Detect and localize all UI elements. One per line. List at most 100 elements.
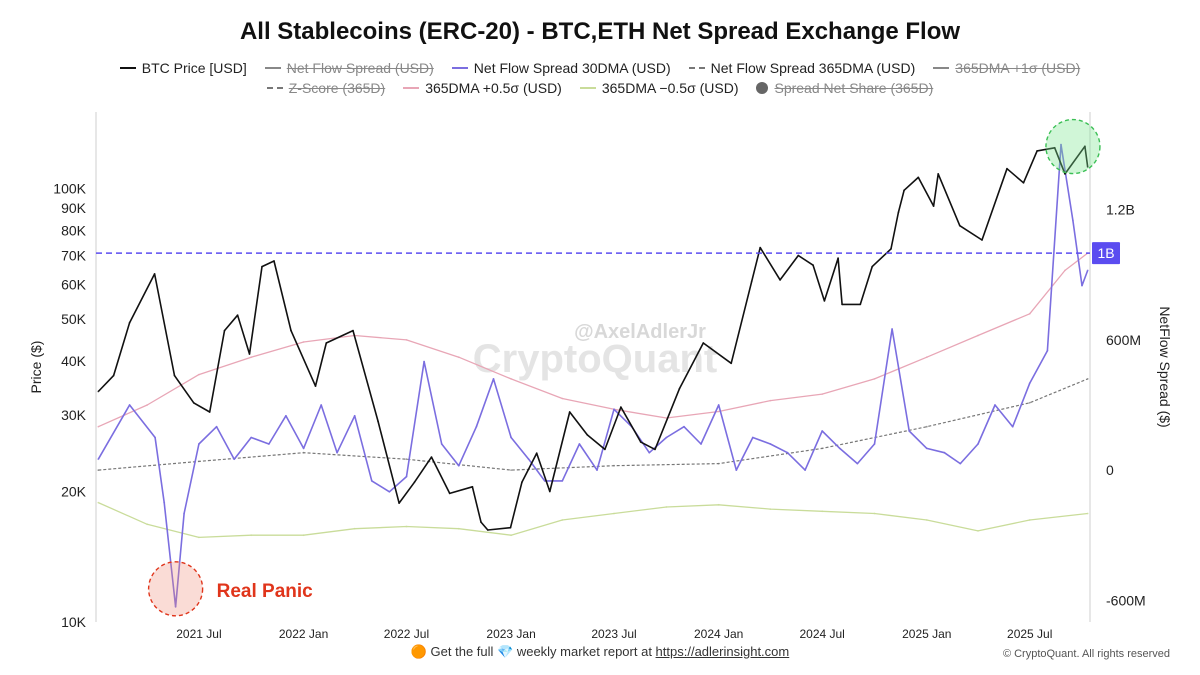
point-365dma-0-5-usd-12 [717, 503, 720, 506]
point-btc-price-usd-20 [448, 492, 451, 495]
legend-swatch-365dma-0-5-usd [403, 87, 420, 89]
watermark-brand: CryptoQuant [473, 337, 717, 381]
legend-label-net-flow-spread-usd: Net Flow Spread (USD) [286, 60, 434, 76]
point-btc-price-usd-34 [678, 387, 681, 390]
point-btc-price-usd-55 [1006, 167, 1008, 170]
legend-row-2: Z-Score (365D) 365DMA +0.5σ (USD) 365DMA −… [0, 80, 1200, 96]
point-btc-price-usd-36 [730, 362, 733, 365]
point-net-flow-spread-365dma-usd-6 [717, 462, 720, 465]
point-btc-price-usd-58 [1053, 146, 1056, 149]
point-365dma-0-5-usd-8 [510, 534, 512, 537]
point-net-flow-spread-30dma-usd-46 [891, 328, 893, 330]
y-left-tick-30k: 30K [61, 407, 87, 423]
point-365dma-0-5-usd-18 [1028, 519, 1031, 521]
y-right-tick-600m: -600M [1106, 592, 1146, 608]
y-left-tick-90k: 90K [61, 200, 87, 216]
y-left-tick-70k: 70K [61, 248, 87, 264]
legend-swatch-365dma-0-5-usd [579, 87, 596, 89]
legend-item-net-flow-spread-30dma-usd[interactable]: Net Flow Spread 30DMA (USD) [451, 60, 671, 76]
point-btc-price-usd-8 [236, 314, 239, 317]
legend-row-1: BTC Price [USD] Net Flow Spread (USD) Net … [0, 60, 1200, 76]
legend-label-365dma-0-5-usd: 365DMA +0.5σ (USD) [425, 80, 562, 96]
legend-item-spread-net-share-365d[interactable]: Spread Net Share (365D) [756, 80, 933, 96]
point-net-flow-spread-30dma-usd-1 [128, 404, 131, 406]
point-btc-price-usd-6 [208, 411, 211, 413]
point-365dma-0-5-usd-13 [769, 399, 772, 402]
x-tick-2022-jul: 2022 Jul [384, 627, 429, 641]
point-net-flow-spread-365dma-usd-10 [1086, 378, 1089, 380]
y-left-axis-label: Price ($) [28, 341, 44, 394]
point-btc-price-usd-15 [352, 329, 354, 332]
series-line-net-flow-spread-365dma-usd [98, 378, 1088, 471]
point-net-flow-spread-30dma-usd-52 [994, 404, 996, 406]
y-right-tick-0: 0 [1106, 462, 1114, 478]
point-net-flow-spread-30dma-usd-5 [183, 512, 186, 515]
x-tick-2022-jan: 2022 Jan [279, 627, 328, 641]
point-net-flow-spread-30dma-usd-56 [1060, 143, 1062, 146]
point-365dma-0-5-usd-3 [250, 356, 253, 359]
point-btc-price-usd-41 [812, 264, 814, 267]
point-btc-price-usd-5 [192, 402, 195, 404]
point-net-flow-spread-30dma-usd-41 [804, 469, 806, 471]
point-365dma-0-5-usd-9 [561, 397, 564, 400]
legend-swatch-net-flow-spread-365dma-usd [688, 67, 705, 69]
point-btc-price-usd-24 [509, 526, 512, 529]
legend-label-365dma-0-5-usd: 365DMA −0.5σ (USD) [601, 80, 739, 96]
legend-item-net-flow-spread-365dma-usd[interactable]: Net Flow Spread 365DMA (USD) [688, 60, 915, 76]
point-net-flow-spread-365dma-usd-5 [613, 464, 615, 467]
point-net-flow-spread-30dma-usd-10 [268, 443, 270, 445]
point-btc-price-usd-3 [153, 273, 156, 275]
point-net-flow-spread-30dma-usd-34 [683, 425, 685, 428]
point-365dma-0-5-usd-0 [97, 425, 100, 428]
legend-swatch-spread-net-share-365d [756, 82, 769, 94]
point-net-flow-spread-30dma-usd-18 [405, 475, 408, 478]
point-365dma-0-5-usd-19 [1064, 269, 1066, 272]
footer-text: 🟠 Get the full 💎 weekly market report at [410, 644, 656, 659]
point-365dma-0-5-usd-10 [613, 512, 615, 515]
point-net-flow-spread-30dma-usd-42 [821, 430, 824, 432]
point-btc-price-usd-1 [112, 374, 115, 377]
x-tick-2025-jul: 2025 Jul [1007, 627, 1052, 641]
point-btc-price-usd-59 [1064, 173, 1066, 175]
point-365dma-0-5-usd-8 [510, 378, 512, 380]
legend-item-z-score-365d[interactable]: Z-Score (365D) [266, 80, 386, 96]
point-net-flow-spread-30dma-usd-23 [492, 378, 495, 380]
point-btc-price-usd-50 [917, 176, 920, 179]
point-net-flow-spread-30dma-usd-21 [457, 464, 460, 467]
threshold-badge [1092, 242, 1120, 265]
point-btc-price-usd-21 [471, 485, 474, 488]
point-net-flow-spread-30dma-usd-43 [838, 447, 841, 450]
legend-label-z-score-365d: Z-Score (365D) [288, 80, 386, 96]
legend-item-365dma-1-usd[interactable]: 365DMA +1σ (USD) [933, 60, 1080, 76]
point-btc-price-usd-38 [759, 246, 762, 249]
point-net-flow-spread-30dma-usd-15 [353, 414, 356, 417]
point-net-flow-spread-30dma-usd-38 [751, 436, 754, 439]
point-net-flow-spread-30dma-usd-39 [769, 443, 772, 445]
point-btc-price-usd-2 [128, 321, 131, 324]
point-365dma-0-5-usd-19 [1086, 512, 1089, 515]
y-left-tick-80k: 80K [61, 222, 87, 238]
legend-item-365dma-0-5-usd[interactable]: 365DMA −0.5σ (USD) [579, 80, 739, 96]
point-365dma-0-5-usd-0 [97, 501, 100, 504]
point-365dma-0-5-usd-12 [717, 410, 720, 413]
point-net-flow-spread-30dma-usd-35 [700, 443, 702, 445]
legend-item-btc-price-usd[interactable]: BTC Price [USD] [119, 60, 247, 76]
point-net-flow-spread-30dma-usd-53 [1011, 425, 1014, 428]
legend-item-365dma-0-5-usd[interactable]: 365DMA +0.5σ (USD) [403, 80, 562, 96]
point-btc-price-usd-19 [430, 456, 433, 458]
annotation-real-panic: Real Panic [217, 581, 314, 602]
point-btc-price-usd-26 [535, 452, 538, 455]
point-net-flow-spread-30dma-usd-13 [320, 404, 323, 406]
y-left-tick-20k: 20K [61, 483, 87, 499]
point-net-flow-spread-30dma-usd-11 [285, 414, 287, 417]
point-btc-price-usd-9 [248, 353, 251, 355]
legend-item-net-flow-spread-usd[interactable]: Net Flow Spread (USD) [264, 60, 434, 76]
point-365dma-0-5-usd-15 [873, 512, 876, 515]
point-net-flow-spread-30dma-usd-29 [596, 469, 598, 471]
point-btc-price-usd-42 [823, 300, 826, 302]
y-left-tick-10k: 10K [61, 614, 87, 630]
point-365dma-0-5-usd-14 [821, 393, 824, 395]
footer-link[interactable]: https://adlerinsight.com [655, 644, 790, 659]
point-btc-price-usd-40 [797, 254, 800, 257]
legend-swatch-net-flow-spread-usd [264, 67, 281, 69]
